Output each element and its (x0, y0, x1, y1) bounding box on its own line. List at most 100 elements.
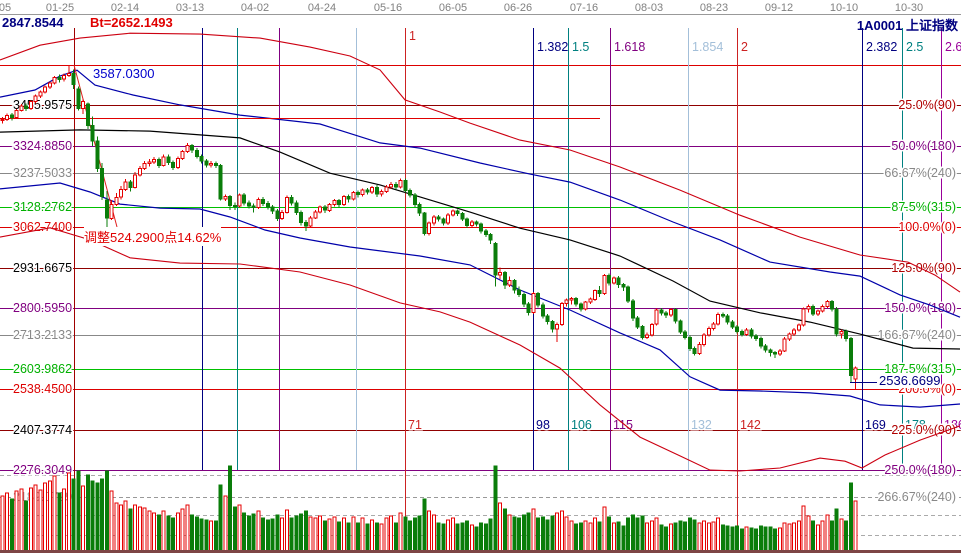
fib-ratio-label: 1.618 (614, 40, 645, 54)
volume-bar (209, 520, 214, 552)
candle-body (574, 298, 579, 305)
candle-body (422, 212, 427, 235)
volume-bar (465, 520, 470, 552)
volume-bar (284, 509, 289, 552)
price-level-label: 2713.2133 (13, 328, 72, 342)
candle-body (777, 350, 782, 355)
volume-bar (28, 487, 33, 552)
volume-bar (242, 512, 247, 552)
candle-body (725, 315, 730, 323)
volume-bar (687, 517, 692, 552)
candle-body (85, 103, 90, 126)
candle-body (782, 338, 787, 352)
volume-bar (621, 525, 626, 552)
candle-body (621, 284, 626, 288)
candle-body (228, 196, 233, 206)
volume-bar (702, 520, 707, 552)
volume-bar (308, 516, 313, 552)
volume-bar (412, 517, 417, 552)
volume-bar (830, 520, 834, 552)
volume-bar (583, 520, 588, 552)
candle-body (730, 321, 735, 328)
volume-bar (299, 513, 304, 552)
candle-body (844, 330, 849, 339)
volume-bar (725, 525, 730, 552)
date-tick-label: 02-14 (111, 2, 139, 14)
candle-body (517, 289, 522, 296)
volume-bar (327, 518, 332, 552)
price-level-label: 2538.4500 (13, 382, 72, 396)
candle-body (417, 204, 422, 214)
candle-body (801, 308, 806, 326)
volume-bar (204, 519, 209, 552)
volume-bar (175, 512, 180, 552)
percent-level-label: 250.0%(180) (884, 463, 956, 477)
candle-body (630, 300, 635, 319)
candle-body (536, 293, 541, 306)
volume-bar (190, 514, 195, 552)
price-level-label: 2931.6675 (13, 261, 72, 275)
volume-bar (564, 516, 569, 552)
candle-body (583, 301, 588, 310)
candle-body (834, 308, 839, 335)
volume-bar (521, 514, 526, 552)
candle-body (71, 72, 76, 86)
volume-bar (81, 485, 86, 552)
volume-bar (341, 517, 346, 552)
percent-level-label: 50.0%(180) (891, 139, 956, 153)
volume-bar (303, 510, 308, 552)
volume-bar (602, 506, 607, 552)
fib-day-label: 132 (691, 418, 712, 432)
volume-bar (133, 504, 138, 552)
volume-bar (180, 508, 185, 552)
fib-ratio-label: 2.5 (906, 40, 923, 54)
candle-body (356, 192, 360, 196)
candle-body (95, 140, 100, 169)
candle-body (379, 190, 384, 195)
candle-body (100, 168, 105, 198)
candle-body (370, 187, 375, 193)
candle-body (479, 223, 484, 232)
candle-body (246, 202, 251, 207)
candle-body (389, 183, 394, 188)
candle-body (114, 196, 119, 206)
volume-bar (223, 495, 228, 552)
indicator-value-1: 2847.8544 (2, 15, 64, 30)
fib-ratio-label: 2.618 (945, 40, 961, 54)
volume-bar (711, 521, 716, 552)
fib-day-label: 186 (944, 418, 961, 432)
candle-body (555, 324, 560, 330)
volume-bar (502, 508, 507, 552)
candle-body (408, 190, 413, 196)
price-level-label: 2407.3774 (13, 423, 72, 437)
fib-ratio-label: 1 (409, 29, 416, 43)
candle-body (133, 174, 138, 188)
candle-body (52, 76, 57, 84)
candle-body (649, 323, 654, 336)
candle-body (412, 194, 417, 206)
candle-body (792, 329, 797, 335)
candle-body (498, 272, 503, 276)
volume-bar (346, 522, 351, 552)
volume-bar (678, 520, 683, 552)
candle-body (758, 338, 763, 347)
volume-bar (649, 520, 654, 552)
volume-bar (640, 515, 645, 552)
volume-bar (536, 517, 541, 552)
candle-body (711, 323, 716, 329)
candle-body (251, 205, 256, 208)
chart-bottom-border (0, 550, 961, 553)
candle-body (493, 242, 498, 276)
volume-bar (664, 526, 669, 552)
candle-body (19, 105, 24, 111)
candle-body (161, 156, 166, 167)
volume-bar (635, 517, 640, 552)
candle-body (128, 181, 133, 188)
volume-bar (578, 522, 583, 552)
volume-bar (815, 524, 820, 552)
volume-bar (38, 489, 43, 552)
volume-bar (668, 523, 673, 552)
candle-body (578, 303, 583, 310)
